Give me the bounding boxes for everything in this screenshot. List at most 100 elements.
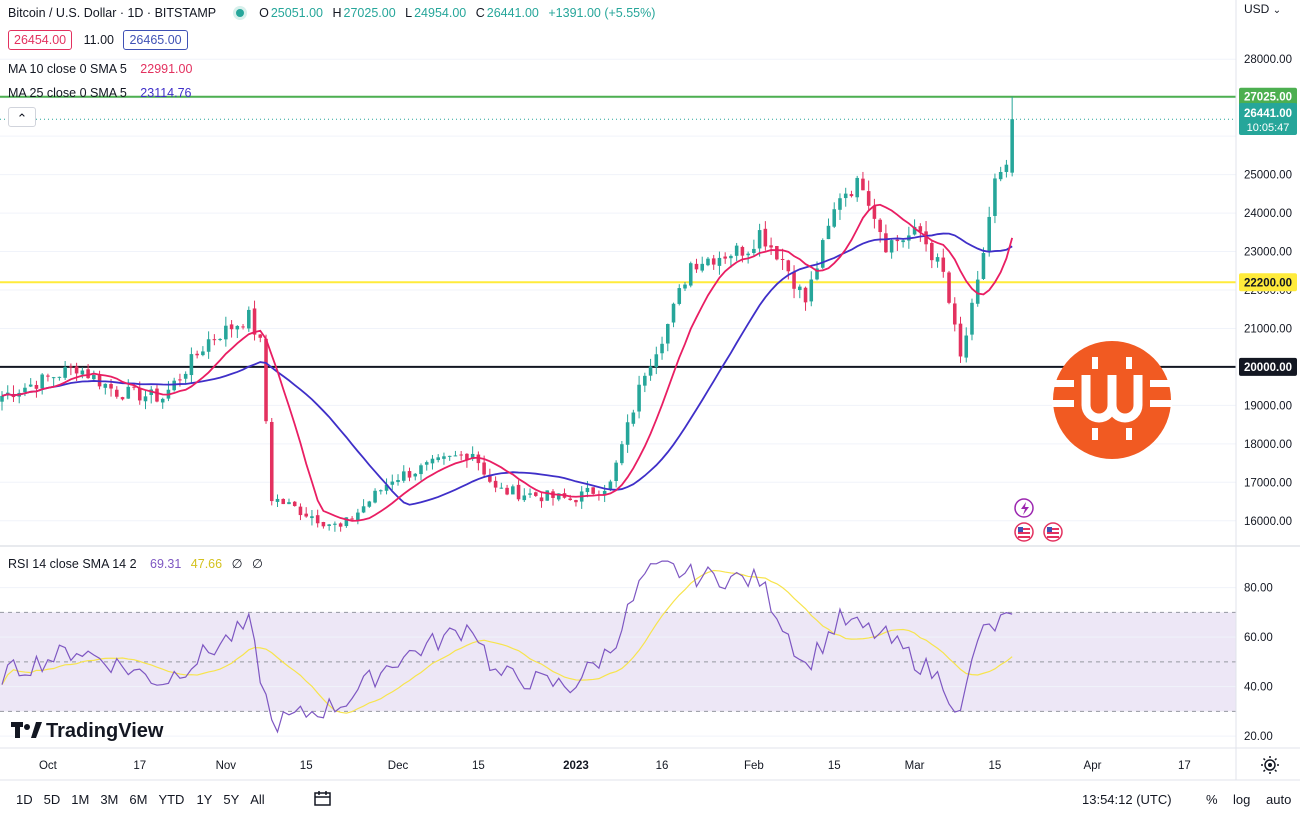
candle-body[interactable]: [379, 490, 383, 492]
candle-body[interactable]: [338, 523, 343, 527]
candle-body[interactable]: [631, 412, 636, 424]
candle-body[interactable]: [178, 379, 182, 381]
candle-body[interactable]: [419, 465, 423, 475]
candle-body[interactable]: [459, 454, 463, 456]
candle-body[interactable]: [872, 206, 877, 219]
timeframe-3m[interactable]: 3M: [100, 792, 119, 807]
timeframe-ytd[interactable]: YTD: [158, 792, 185, 807]
candle-body[interactable]: [757, 230, 762, 249]
candle-body[interactable]: [826, 225, 831, 240]
candle-body[interactable]: [80, 370, 85, 375]
candle-body[interactable]: [809, 279, 814, 302]
candle-body[interactable]: [964, 335, 969, 358]
candle-body[interactable]: [998, 171, 1003, 180]
candle-body[interactable]: [126, 386, 131, 399]
candle-body[interactable]: [654, 354, 659, 368]
candle-body[interactable]: [838, 198, 842, 210]
candle-body[interactable]: [700, 263, 705, 271]
candle-body[interactable]: [975, 279, 980, 304]
candle-body[interactable]: [315, 515, 320, 524]
candle-body[interactable]: [861, 178, 865, 191]
percent-toggle[interactable]: %: [1206, 792, 1232, 807]
gear-icon[interactable]: [1261, 756, 1279, 774]
candle-body[interactable]: [424, 462, 429, 465]
candle-body[interactable]: [717, 257, 722, 266]
candle-body[interactable]: [775, 246, 779, 260]
horizontal-levels[interactable]: [0, 95, 1236, 368]
candle-body[interactable]: [958, 323, 963, 357]
candle-body[interactable]: [327, 524, 331, 526]
symbol-title[interactable]: Bitcoin / U.S. Dollar · 1D · BITSTAMP: [8, 6, 217, 20]
candle-body[interactable]: [671, 303, 676, 323]
candle-body[interactable]: [367, 501, 372, 507]
candle-body[interactable]: [901, 240, 905, 243]
timeframe-1m[interactable]: 1M: [71, 792, 90, 807]
candle-body[interactable]: [206, 339, 211, 352]
calendar-icon[interactable]: [314, 790, 332, 806]
candle-body[interactable]: [92, 375, 96, 380]
candle-body[interactable]: [390, 481, 395, 485]
candle-body[interactable]: [666, 324, 670, 344]
candle-body[interactable]: [947, 272, 951, 303]
candle-body[interactable]: [620, 444, 624, 464]
candle-body[interactable]: [539, 497, 544, 502]
candle-body[interactable]: [488, 474, 492, 482]
candle-body[interactable]: [229, 324, 234, 330]
candles[interactable]: [0, 96, 1014, 532]
candle-body[interactable]: [912, 226, 917, 235]
candle-body[interactable]: [683, 284, 687, 289]
candle-body[interactable]: [109, 384, 113, 389]
auto-toggle[interactable]: auto: [1266, 792, 1300, 807]
timeframe-1d[interactable]: 1D: [16, 792, 33, 807]
candle-body[interactable]: [155, 388, 159, 402]
candle-body[interactable]: [224, 325, 228, 340]
candle-body[interactable]: [120, 397, 125, 400]
candle-body[interactable]: [0, 395, 4, 402]
candle-body[interactable]: [356, 512, 360, 521]
candle-body[interactable]: [516, 484, 521, 500]
candle-body[interactable]: [28, 384, 33, 387]
candle-body[interactable]: [746, 253, 750, 256]
candle-body[interactable]: [333, 523, 337, 525]
candle-body[interactable]: [63, 367, 67, 378]
ask-price[interactable]: 26465.00: [123, 30, 188, 50]
us-flag-event-icon[interactable]: [1043, 522, 1063, 542]
candle-body[interactable]: [46, 375, 50, 377]
candle-body[interactable]: [160, 398, 165, 403]
candle-body[interactable]: [511, 486, 515, 495]
candle-body[interactable]: [373, 490, 377, 503]
candle-body[interactable]: [235, 325, 240, 330]
candle-body[interactable]: [247, 309, 251, 329]
candle-body[interactable]: [780, 258, 785, 260]
candle-body[interactable]: [941, 257, 946, 272]
candle-body[interactable]: [57, 376, 62, 378]
candle-body[interactable]: [924, 231, 928, 245]
candle-body[interactable]: [688, 263, 693, 286]
candle-body[interactable]: [189, 354, 194, 376]
candle-body[interactable]: [637, 384, 641, 412]
candle-body[interactable]: [361, 506, 366, 513]
candle-body[interactable]: [137, 387, 142, 401]
log-toggle[interactable]: log: [1233, 792, 1264, 807]
candle-body[interactable]: [614, 462, 618, 481]
candle-body[interactable]: [993, 178, 997, 216]
bid-price[interactable]: 26454.00: [8, 30, 73, 50]
candle-body[interactable]: [952, 303, 957, 325]
candle-body[interactable]: [241, 326, 245, 328]
candle-body[interactable]: [884, 233, 888, 253]
candle-body[interactable]: [23, 387, 27, 393]
candle-body[interactable]: [143, 396, 148, 402]
candle-body[interactable]: [218, 338, 222, 340]
candle-body[interactable]: [734, 245, 739, 256]
candle-body[interactable]: [866, 191, 871, 206]
candle-body[interactable]: [533, 492, 538, 496]
candle-body[interactable]: [298, 506, 303, 516]
candle-body[interactable]: [482, 462, 486, 475]
timeframe-1y[interactable]: 1Y: [196, 792, 213, 807]
candle-body[interactable]: [752, 248, 756, 253]
candle-body[interactable]: [183, 373, 188, 379]
candle-body[interactable]: [212, 339, 217, 341]
candle-body[interactable]: [729, 255, 733, 259]
candle-body[interactable]: [843, 193, 848, 199]
